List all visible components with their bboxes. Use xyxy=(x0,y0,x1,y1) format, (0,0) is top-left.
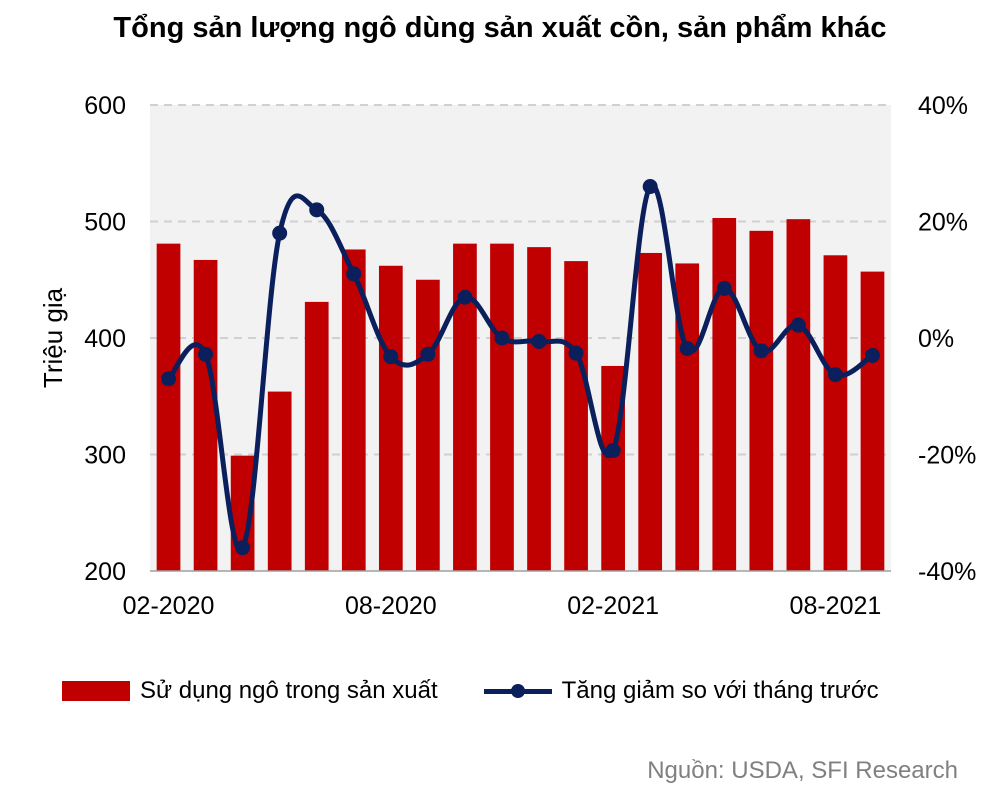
x-tick-label: 08-2021 xyxy=(790,592,882,620)
bar xyxy=(527,247,551,571)
bar xyxy=(156,243,181,571)
chart-title: Tổng sản lượng ngô dùng sản xuất cồn, sả… xyxy=(113,12,887,44)
bar xyxy=(490,243,514,571)
line-point xyxy=(420,346,436,362)
x-tick-label: 08-2020 xyxy=(345,592,437,620)
line-point xyxy=(457,289,473,305)
bar xyxy=(378,265,403,571)
bar xyxy=(823,255,848,571)
bar xyxy=(453,243,477,571)
line-point xyxy=(790,317,806,333)
line-point xyxy=(642,179,658,195)
line-point xyxy=(679,340,695,356)
line-point xyxy=(531,333,547,349)
y-tick-label: 300 xyxy=(84,442,126,470)
bar xyxy=(786,219,811,572)
x-tick-label: 02-2020 xyxy=(123,592,215,620)
axes: 200 300 400 500 600 -40% -20% 0% 20% 40% 02-2020 08… xyxy=(84,92,976,620)
line-point xyxy=(494,330,510,346)
line-point xyxy=(198,346,214,362)
y2-tick-label: -40% xyxy=(918,558,976,586)
legend-label-bars: Sử dụng ngô trong sản xuất xyxy=(140,677,438,704)
legend-label-line: Tăng giảm so với tháng trước xyxy=(561,677,879,704)
legend-line-swatch xyxy=(483,681,552,701)
y-tick-label: 600 xyxy=(84,92,126,120)
line-point xyxy=(235,540,251,556)
bar xyxy=(564,261,588,571)
line-point xyxy=(864,347,880,363)
bar-series xyxy=(156,218,885,572)
line-point xyxy=(383,349,399,365)
y2-tick-label: 0% xyxy=(918,325,954,353)
bar xyxy=(193,259,218,571)
x-tick-label: 02-2021 xyxy=(567,592,659,620)
bar xyxy=(416,279,440,571)
y-tick-label: 400 xyxy=(84,325,126,353)
legend-bar-swatch xyxy=(62,681,130,701)
bar xyxy=(267,391,292,571)
line-point xyxy=(753,343,769,359)
legend-item-bars: Sử dụng ngô trong sản xuất xyxy=(62,677,438,705)
y2-tick-label: -20% xyxy=(918,442,976,470)
series-line xyxy=(166,182,874,552)
source-note: Nguồn: USDA, SFI Research xyxy=(647,757,958,784)
bar xyxy=(749,230,774,571)
line-point xyxy=(161,371,177,387)
bar xyxy=(638,252,663,571)
y2-tick-label: 40% xyxy=(918,92,968,120)
bar xyxy=(304,301,329,571)
bar xyxy=(712,218,737,571)
line-point xyxy=(309,202,325,218)
line-point xyxy=(827,367,843,383)
bar xyxy=(860,271,885,571)
line-point xyxy=(716,280,732,296)
line-series xyxy=(161,179,880,556)
y-tick-label: 200 xyxy=(84,558,126,586)
legend-item-line: Tăng giảm so với tháng trước xyxy=(483,677,879,705)
y-tick-label: 500 xyxy=(84,209,126,237)
line-point xyxy=(272,225,288,241)
y2-tick-label: 20% xyxy=(918,209,968,237)
line-point xyxy=(346,266,362,282)
line-point xyxy=(605,442,621,458)
bar xyxy=(341,249,366,571)
legend: Sử dụng ngô trong sản xuất Tăng giảm so … xyxy=(62,676,925,706)
line-point xyxy=(568,345,584,361)
y-axis-label: Triệu giạ xyxy=(38,287,68,388)
